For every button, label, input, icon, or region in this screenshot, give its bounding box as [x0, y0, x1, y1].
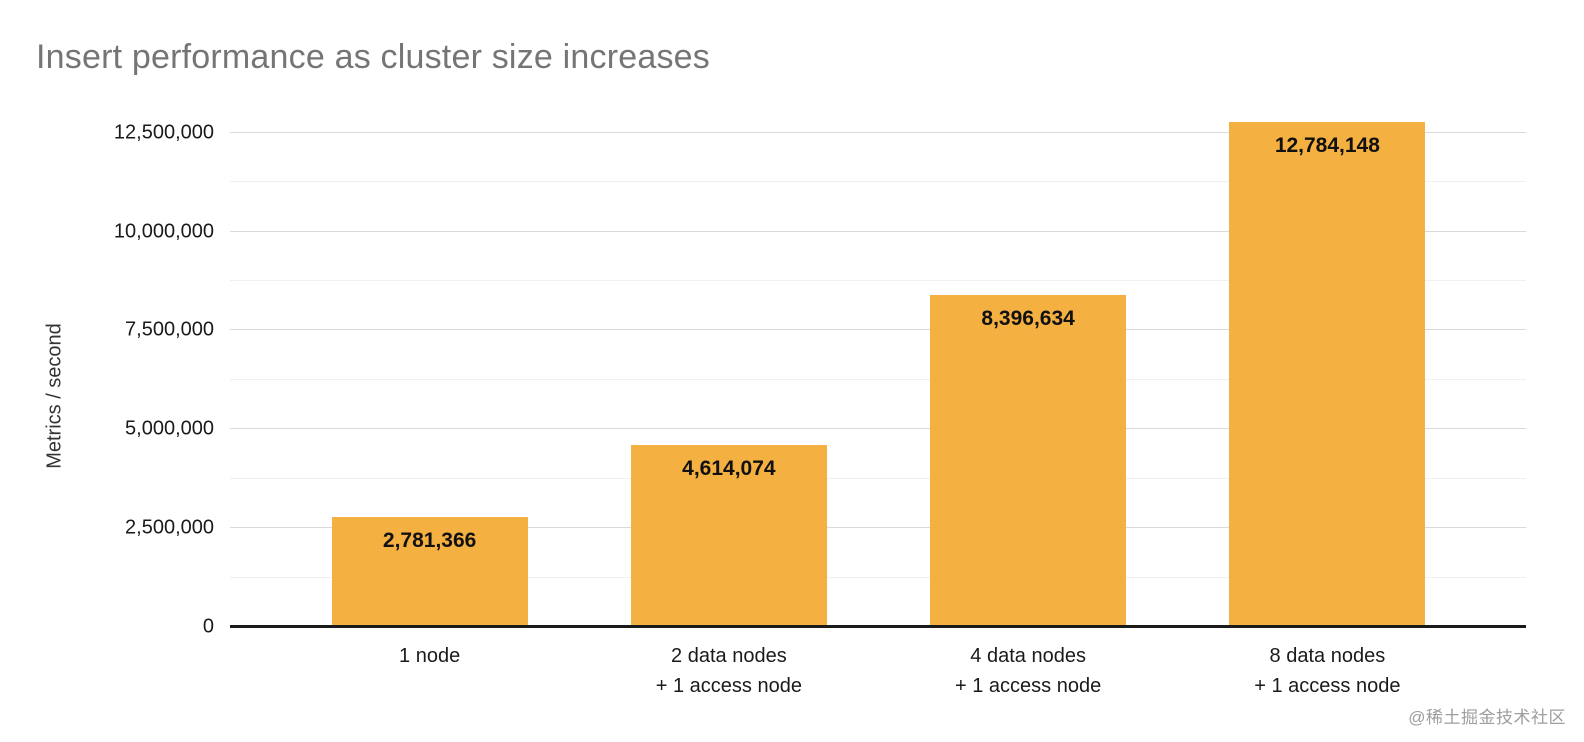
minor-gridline — [230, 181, 1526, 183]
bar-slot: 2,781,366 — [280, 113, 579, 627]
y-tick-label: 12,500,000 — [113, 121, 214, 144]
y-tick-label: 10,000,000 — [113, 220, 214, 243]
major-gridline — [230, 131, 1526, 133]
x-tick-label-line: + 1 access node — [655, 675, 802, 697]
bar-slot: 8,396,634 — [879, 113, 1178, 627]
bar-slot: 12,784,148 — [1178, 113, 1477, 627]
minor-gridline — [230, 576, 1526, 578]
watermark: @稀土掘金技术社区 — [1408, 708, 1566, 727]
minor-gridline — [230, 280, 1526, 282]
major-gridline — [230, 428, 1526, 430]
y-tick-label: 0 — [202, 615, 214, 638]
major-gridline — [230, 527, 1526, 529]
y-tick-label: 2,500,000 — [125, 516, 214, 539]
bar: 8,396,634 — [930, 295, 1127, 627]
x-tick-label-line: + 1 access node — [955, 675, 1102, 697]
x-tick-label: 2 data nodes + 1 access node — [579, 641, 878, 701]
y-tick-label: 7,500,000 — [125, 318, 214, 341]
bar-value-label: 2,781,366 — [382, 529, 477, 553]
x-axis-labels: 1 node 2 data nodes + 1 access node 4 data … — [280, 641, 1477, 701]
y-tick-label: 5,000,000 — [125, 417, 214, 440]
major-gridline — [230, 230, 1526, 232]
x-tick-label: 8 data nodes + 1 access node — [1178, 641, 1477, 701]
bar: 4,614,074 — [630, 444, 827, 627]
x-tick-label-line: 4 data nodes — [970, 645, 1086, 667]
major-gridline — [230, 329, 1526, 331]
x-tick-label-line: 2 data nodes — [671, 645, 787, 667]
bar: 12,784,148 — [1229, 121, 1426, 627]
x-tick-label: 4 data nodes + 1 access node — [879, 641, 1178, 701]
y-axis-labels: 0 2,500,000 5,000,000 7,500,000 10,000,000 12… — [0, 113, 214, 637]
x-tick-label-line: + 1 access node — [1254, 675, 1401, 697]
minor-gridline — [230, 477, 1526, 479]
plot-area: 2,781,366 4,614,074 8,396,634 12,784,148 — [230, 113, 1526, 628]
bar-value-label: 8,396,634 — [981, 307, 1075, 331]
x-tick-label: 1 node — [280, 641, 579, 701]
minor-gridline — [230, 378, 1526, 380]
x-tick-label-line: 1 node — [399, 645, 461, 667]
chart-title: Insert performance as cluster size incre… — [36, 38, 710, 76]
bar-value-label: 4,614,074 — [682, 456, 776, 480]
bar-slot: 4,614,074 — [579, 113, 878, 627]
x-tick-label-line: 8 data nodes — [1269, 645, 1386, 667]
x-axis-line — [230, 625, 1526, 628]
bar-value-label: 12,784,148 — [1274, 133, 1380, 157]
bar: 2,781,366 — [331, 517, 528, 627]
bars-row: 2,781,366 4,614,074 8,396,634 12,784,148 — [280, 113, 1477, 627]
